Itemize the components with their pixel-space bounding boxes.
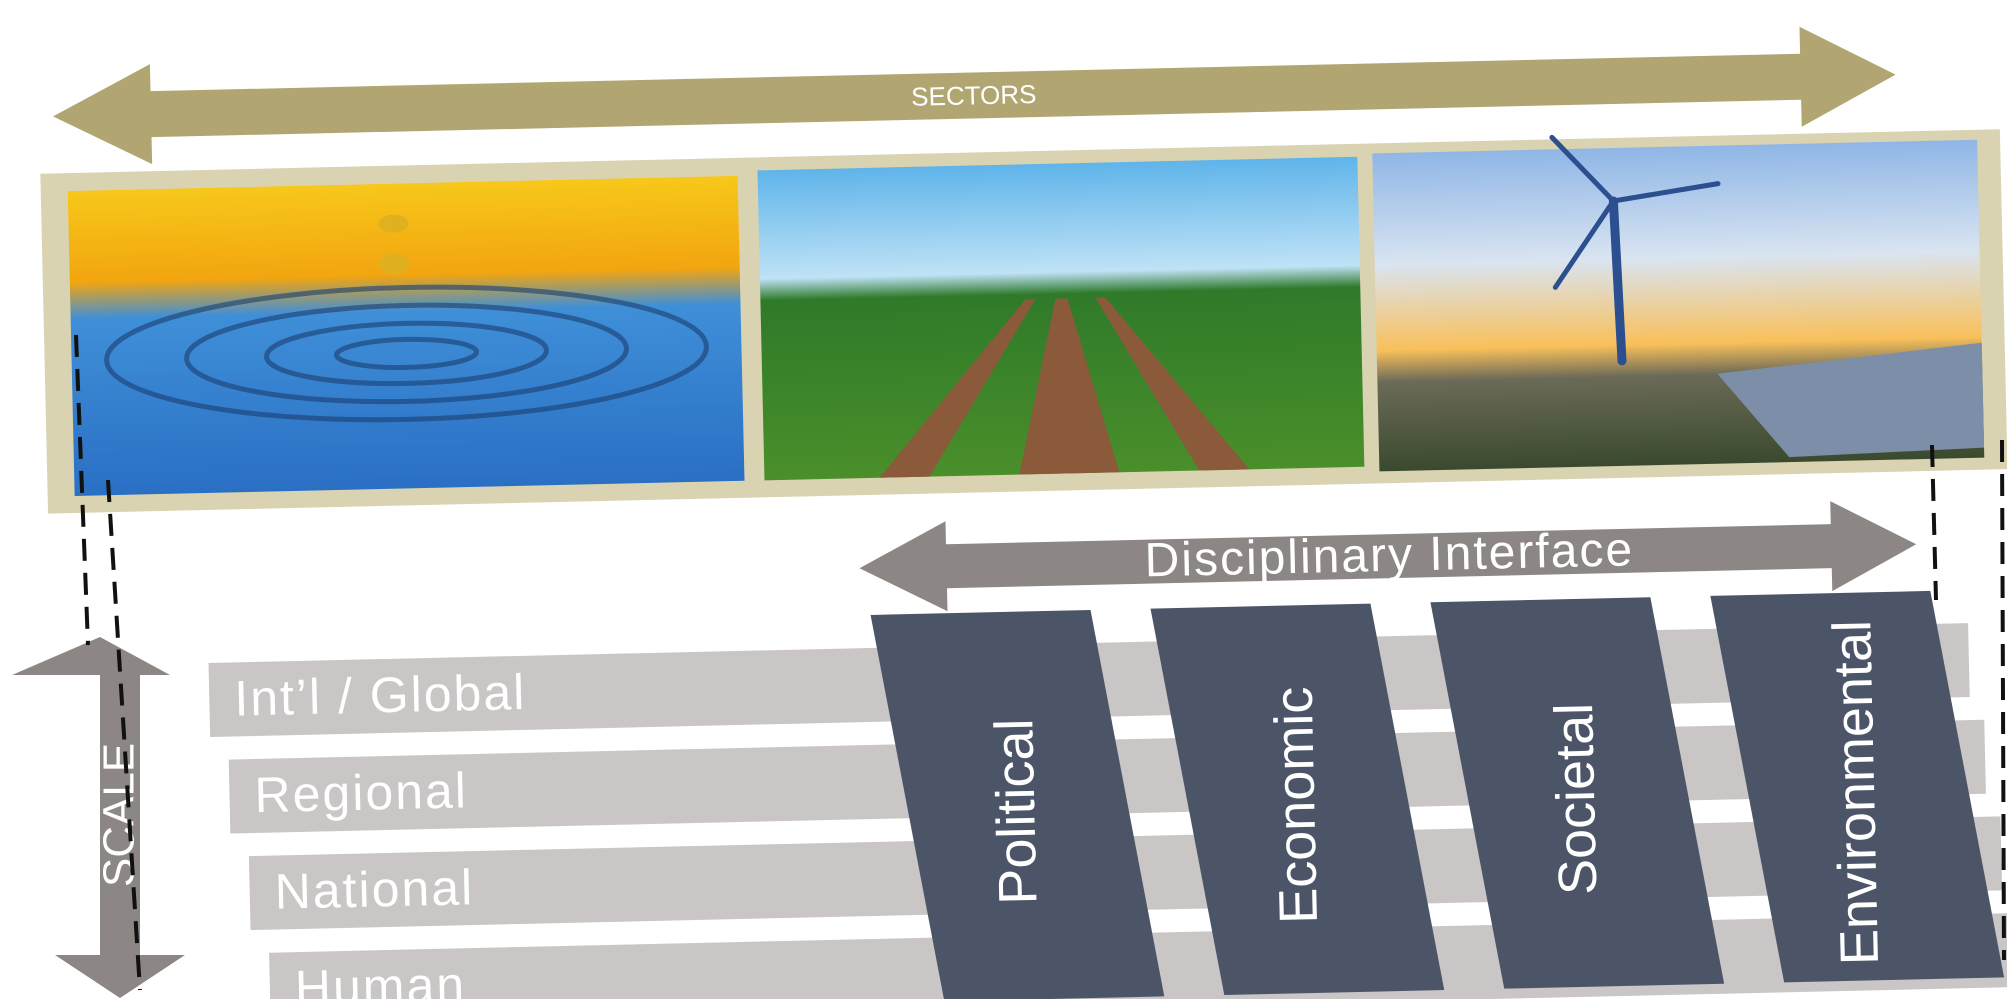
- interface-label: Disciplinary Interface: [1144, 523, 1635, 587]
- interface-arrow: [859, 501, 1917, 612]
- solar-panels: [1717, 342, 1985, 458]
- discipline-box: [1430, 597, 1725, 989]
- sectors-label: SECTORS: [911, 79, 1037, 112]
- droplet: [379, 252, 410, 275]
- level-label: Int’l / Global: [234, 664, 527, 727]
- discipline-box: [1150, 603, 1445, 996]
- scale-label: SCALE: [95, 743, 144, 887]
- discipline-box: [870, 609, 1165, 999]
- discipline-label: Societal: [1544, 702, 1608, 895]
- level-label: Human: [294, 956, 466, 999]
- scale-arrow: [12, 637, 185, 998]
- sectors-arrow: [53, 26, 1896, 165]
- discipline-label: Economic: [1264, 686, 1329, 924]
- water-photo: [67, 175, 745, 496]
- discipline-label: Environmental: [1822, 619, 1890, 965]
- ripples: [104, 284, 709, 423]
- dashed-guides: [74, 334, 2006, 991]
- diagram-body: SECTORS Disciplinary Interface Int’l / G…: [40, 26, 2007, 999]
- wind-turbine: [1549, 134, 1721, 366]
- level-label: Regional: [254, 762, 469, 823]
- droplet: [378, 214, 409, 233]
- disciplines: Political Economic Societal Environmental: [870, 590, 2005, 999]
- discipline-label: Political: [984, 718, 1048, 905]
- discipline-box: [1710, 590, 2005, 983]
- crop-rows: [879, 297, 1250, 478]
- level-label: National: [274, 859, 475, 920]
